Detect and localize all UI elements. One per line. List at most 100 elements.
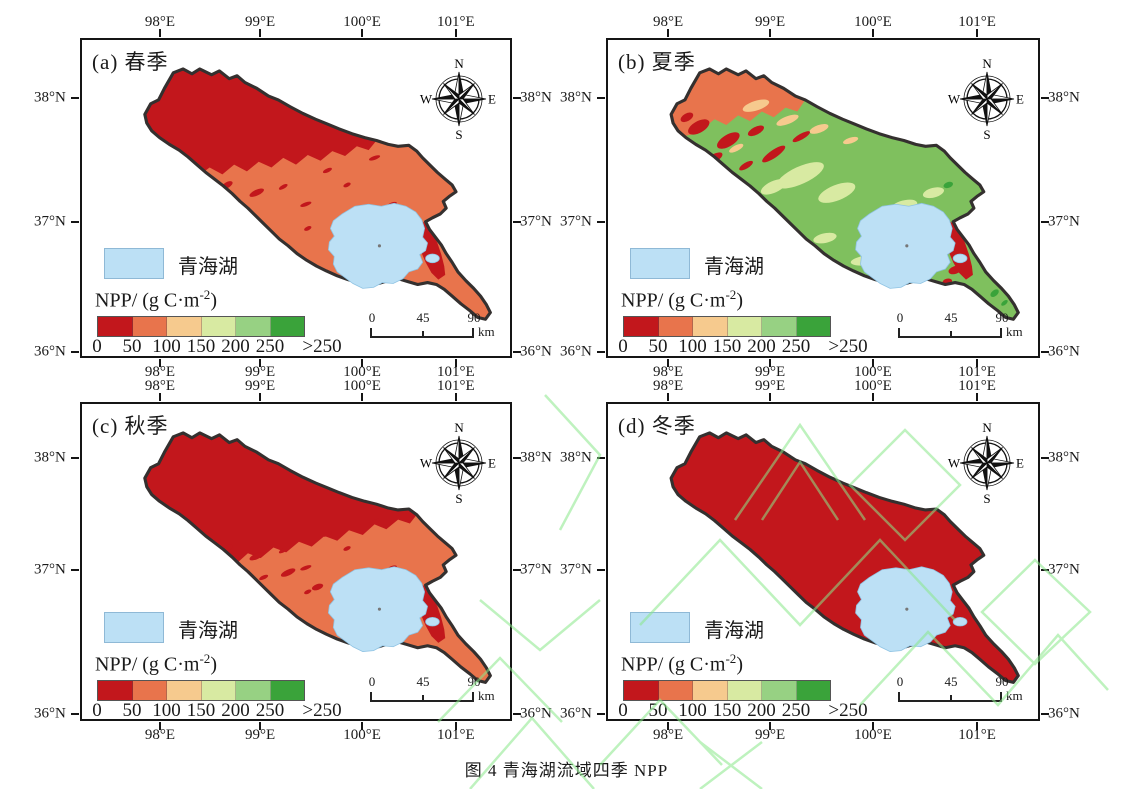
npp-class-labels: 0 50 100 150 200 250 >250 <box>82 336 362 357</box>
axis-tick <box>71 456 79 459</box>
npp-class-labels: 0 50 100 150 200 250 >250 <box>608 336 888 357</box>
npp-unit-suffix: ) <box>736 289 743 312</box>
axis-tick <box>1041 712 1049 715</box>
compass-rose-icon: N E S W <box>420 56 496 142</box>
axis-label-latitude: 36°N <box>520 343 552 360</box>
axis-tick <box>1041 351 1049 354</box>
npp-class-swatch <box>270 317 304 336</box>
axis-label-longitude: 99°E <box>245 14 276 30</box>
axis-label-latitude: 37°N <box>34 561 66 578</box>
axis-tick <box>361 359 364 367</box>
axis-tick <box>361 29 364 37</box>
axis-tick <box>158 29 161 37</box>
npp-class-swatch <box>796 681 830 700</box>
scale-bar-tick <box>898 692 900 702</box>
npp-class-swatch <box>201 681 236 700</box>
axis-label-latitude: 37°N <box>560 213 592 230</box>
axis-tick <box>597 569 605 572</box>
axis-tick <box>361 722 364 730</box>
npp-unit-exponent: -2 <box>725 651 737 666</box>
axis-tick <box>259 393 262 401</box>
npp-class-label: 100 <box>152 700 181 721</box>
scale-bar: 0 45 90 km <box>369 310 500 346</box>
lake-legend-label: 青海湖 <box>178 620 238 642</box>
axis-label-longitude: 101°E <box>958 727 996 743</box>
npp-class-label: 50 <box>648 700 668 721</box>
map-frame: (c) 秋季 N E S W 青海湖 NPP/ (g C·m-2) 0 50 100… <box>80 402 512 721</box>
lake-legend-swatch <box>630 612 690 643</box>
npp-class-swatch <box>98 317 133 336</box>
npp-class-swatch <box>236 681 271 700</box>
axis-tick <box>513 712 521 715</box>
npp-class-label: 0 <box>92 700 102 721</box>
npp-class-swatch <box>658 681 693 700</box>
axis-label-latitude: 38°N <box>560 89 592 106</box>
axis-tick <box>976 393 979 401</box>
axis-tick <box>158 722 161 730</box>
scale-bar-label: 0 <box>896 674 904 689</box>
axis-label-longitude: 100°E <box>854 14 892 30</box>
npp-unit-exponent: -2 <box>199 651 211 666</box>
axis-label-longitude: 101°E <box>436 378 475 394</box>
axis-label-latitude: 38°N <box>34 449 66 466</box>
axis-label-longitude: 99°E <box>245 364 276 380</box>
scale-bar-label: 45 <box>944 674 958 689</box>
lake-legend-label: 青海湖 <box>704 620 764 642</box>
npp-unit-suffix: ) <box>736 653 743 676</box>
axis-label-latitude: 36°N <box>520 705 552 722</box>
lake-legend-swatch <box>104 612 164 643</box>
axis-tick <box>597 351 605 354</box>
axis-label-latitude: 37°N <box>1048 561 1080 578</box>
axis-label-latitude: 38°N <box>1048 449 1080 466</box>
axis-tick <box>597 97 605 100</box>
npp-legend-title: NPP/ (g C·m-2) <box>95 651 217 677</box>
axis-tick <box>871 359 874 367</box>
axis-label-longitude: 101°E <box>958 364 996 380</box>
axis-tick <box>513 351 521 354</box>
axis-label-latitude: 38°N <box>560 449 592 466</box>
axis-tick <box>513 97 521 100</box>
figure-caption: 图 4 青海湖流域四季 NPP <box>464 761 669 780</box>
svg-text:E: E <box>488 92 496 107</box>
npp-class-swatch <box>132 681 167 700</box>
scale-bar-tick <box>472 328 474 338</box>
npp-class-label: 100 <box>678 700 707 721</box>
axis-label-latitude: 37°N <box>560 561 592 578</box>
axis-label-longitude: 98°E <box>652 378 684 394</box>
npp-color-ramp <box>97 680 305 701</box>
axis-label-longitude: 100°E <box>854 727 892 743</box>
scale-bar-tick <box>1000 692 1002 702</box>
scale-bar: 0 45 90 km <box>368 674 500 710</box>
npp-color-ramp <box>623 316 831 337</box>
scale-bar-unit: km <box>478 324 495 339</box>
npp-class-label: 150 <box>712 700 742 721</box>
panel-label: (d) 冬季 <box>618 414 696 438</box>
npp-class-label: >250 <box>302 700 342 721</box>
npp-class-swatch <box>201 317 236 336</box>
axis-tick <box>513 221 521 223</box>
axis-label-longitude: 98°E <box>144 14 175 30</box>
map-canvas <box>143 431 492 684</box>
svg-text:S: S <box>455 127 462 142</box>
axis-tick <box>667 393 670 401</box>
scale-bar-label: 0 <box>368 674 376 689</box>
svg-text:W: W <box>948 92 961 107</box>
axis-tick <box>769 393 772 401</box>
axis-label-latitude: 38°N <box>34 89 66 106</box>
scale-bar-tick <box>370 328 372 338</box>
npp-class-swatch <box>796 317 830 336</box>
scale-bar-label: 0 <box>896 310 904 325</box>
axis-label-latitude: 36°N <box>34 705 66 722</box>
lake-legend-label: 青海湖 <box>704 256 764 278</box>
axis-label-longitude: 101°E <box>958 378 996 394</box>
npp-class-label: 100 <box>678 336 707 357</box>
npp-class-label: 50 <box>648 336 668 357</box>
npp-class-label: 100 <box>152 336 181 357</box>
scale-bar-label: 45 <box>416 674 430 689</box>
axis-label-longitude: 99°E <box>245 378 276 394</box>
map-frame: (a) 春季 N E S W 青海湖 NPP/ (g C·m-2) 0 50 100… <box>80 38 512 358</box>
axis-label-longitude: 99°E <box>245 727 276 743</box>
axis-label-longitude: 98°E <box>144 727 175 743</box>
axis-tick <box>769 29 772 37</box>
svg-text:E: E <box>488 456 496 471</box>
